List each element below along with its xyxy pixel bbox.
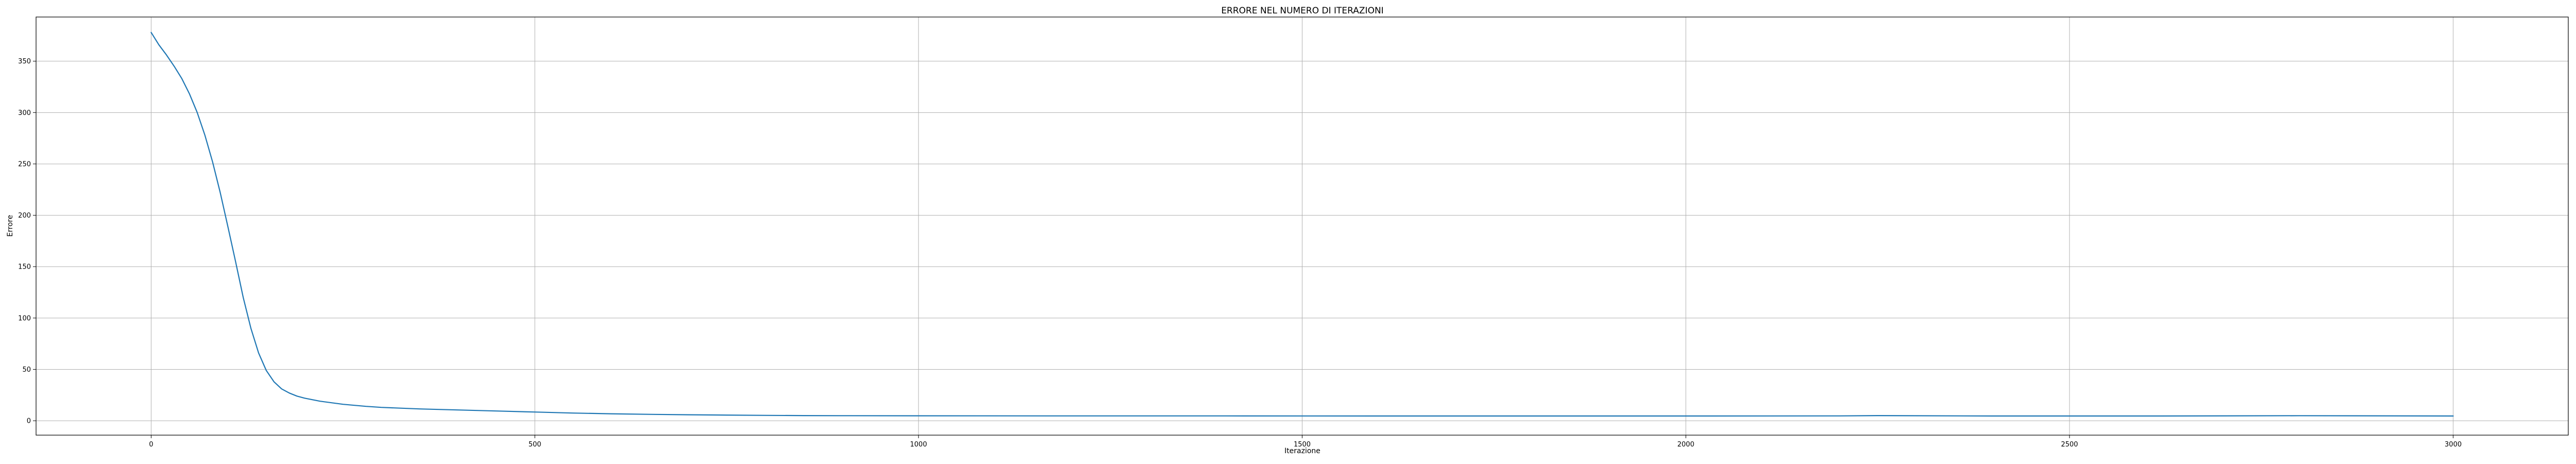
y-axis-title: Errore	[6, 215, 14, 237]
series-line-errore	[150, 31, 2454, 417]
y-tick-label: 350	[18, 58, 31, 65]
chart-title: ERRORE NEL NUMERO DI ITERAZIONI	[1221, 6, 1383, 16]
x-tick-label: 1500	[1294, 441, 1311, 449]
y-tick-label: 150	[18, 263, 31, 271]
y-tick-label: 50	[22, 366, 31, 374]
x-tick-label: 2500	[2061, 441, 2078, 449]
x-axis-title: Iterazione	[1284, 447, 1320, 455]
x-tick-label: 0	[149, 441, 153, 449]
x-tick-label: 1000	[910, 441, 927, 449]
x-tick-label: 500	[529, 441, 541, 449]
y-tick-label: 100	[18, 314, 31, 322]
series-layer	[150, 31, 2454, 417]
axis-ticks: 0 500 1000 1500 2000 2500 3000 0 50 100 150 200 250 3…	[18, 58, 2462, 449]
y-tick-label: 300	[18, 109, 31, 117]
grid	[36, 17, 2568, 435]
y-tick-label: 200	[18, 212, 31, 220]
y-tick-label: 0	[27, 418, 31, 425]
y-tick-label: 250	[18, 160, 31, 168]
x-tick-label: 3000	[2445, 441, 2462, 449]
x-tick-label: 2000	[1677, 441, 1694, 449]
